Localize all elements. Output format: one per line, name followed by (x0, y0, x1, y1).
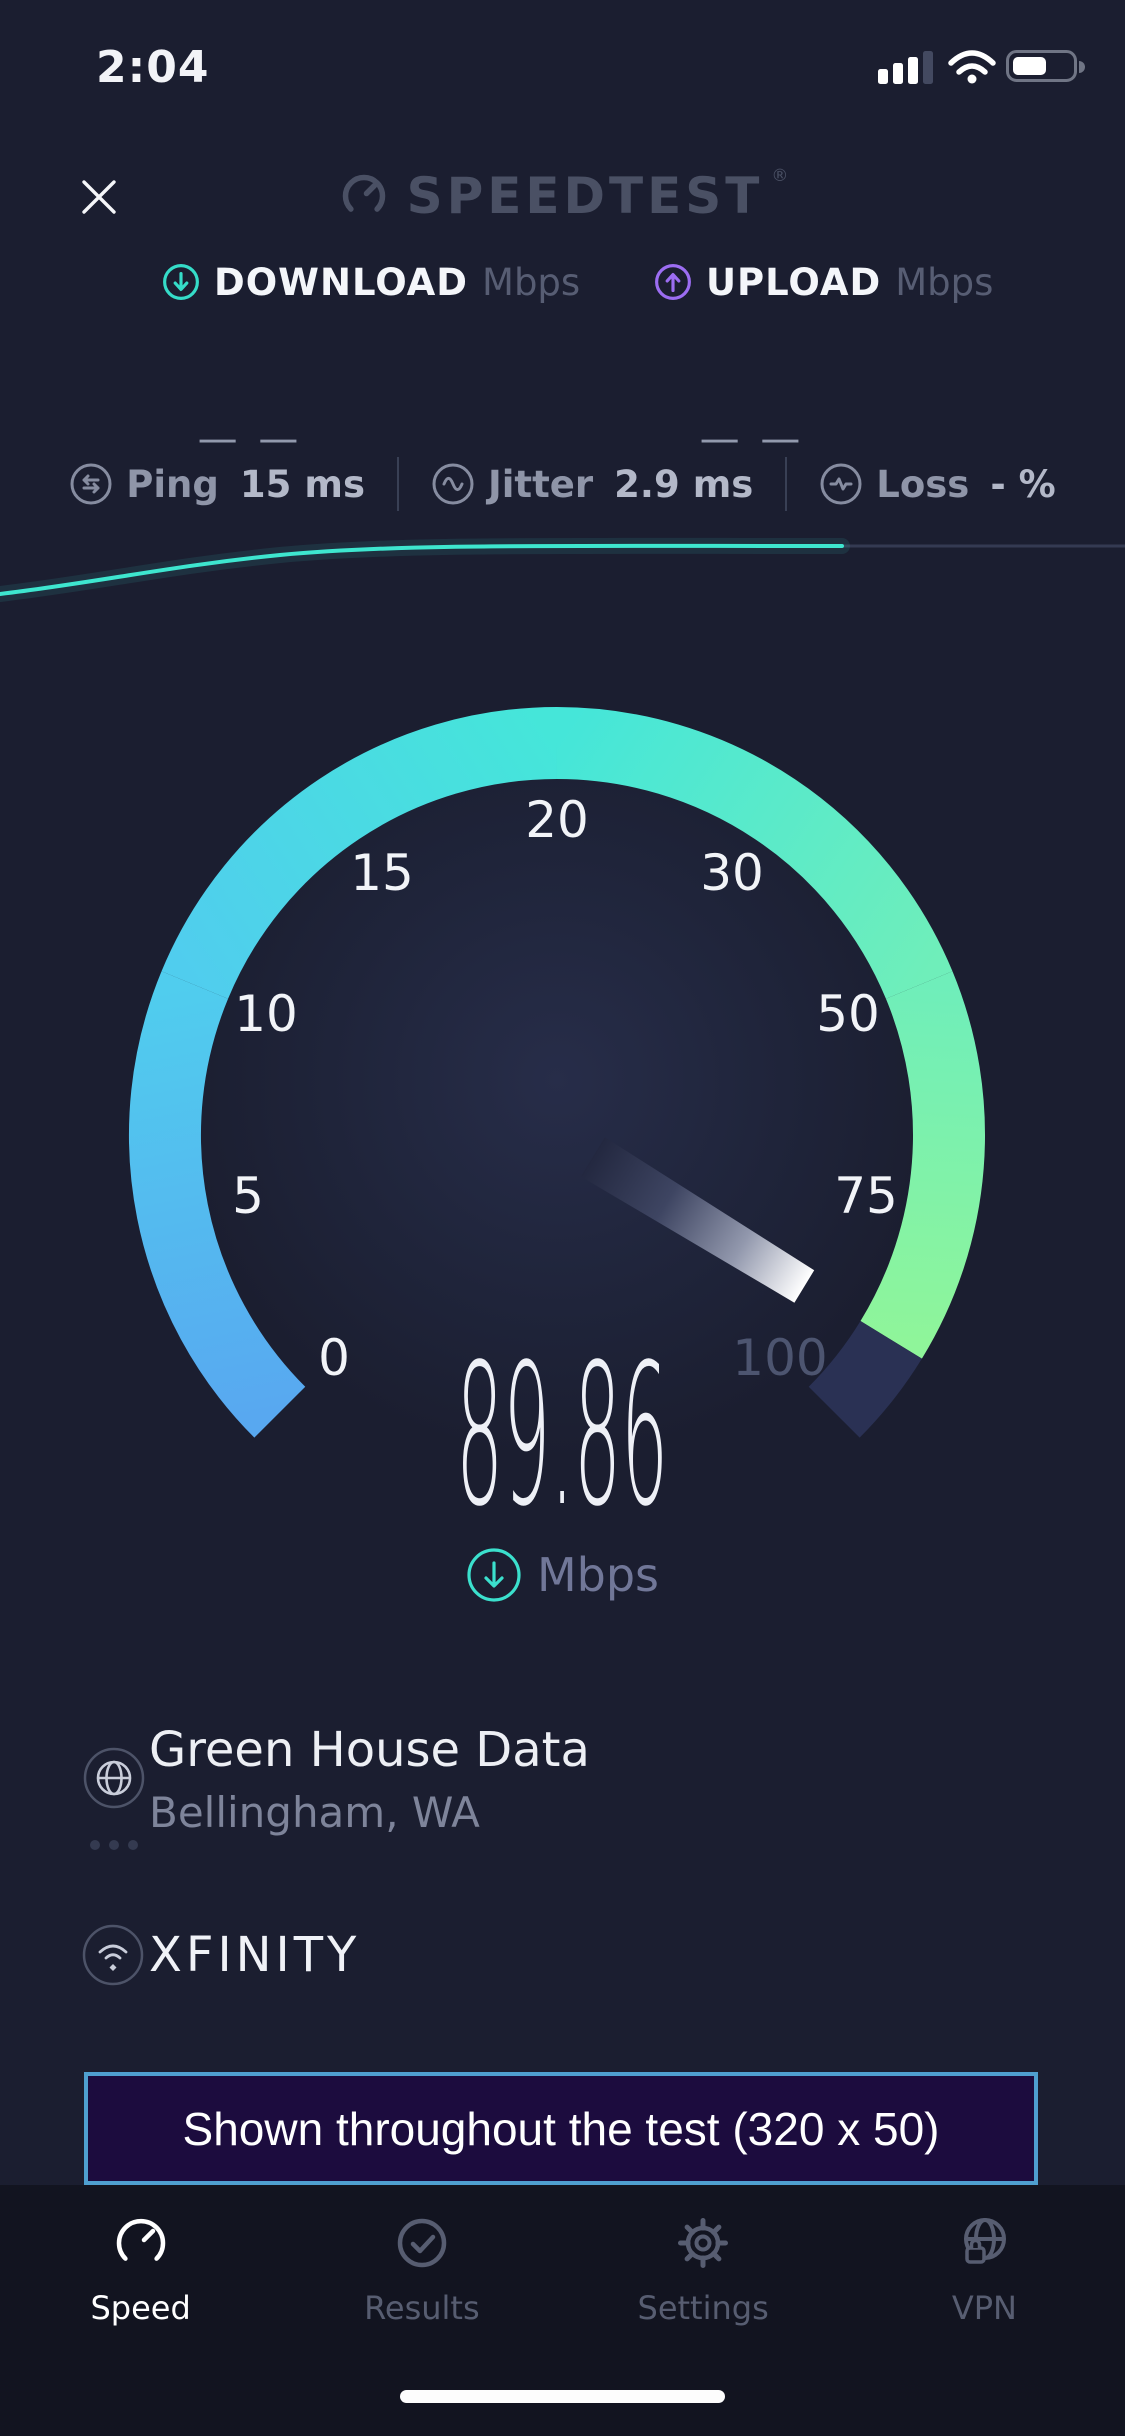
loss-unit: % (1018, 462, 1056, 506)
close-button[interactable] (72, 170, 126, 224)
isp-name: XFINITY (149, 1927, 361, 1983)
speed-gauge-icon (116, 2218, 165, 2261)
latency-stats-row: Ping 15 ms Jitter 2.9 ms Loss - % (0, 448, 1125, 520)
gauge-tick-20: 20 (525, 791, 589, 849)
gauge-tick-10: 10 (234, 985, 298, 1043)
gauge-tick-15: 15 (350, 844, 414, 902)
gauge-face (201, 779, 913, 1491)
download-metric-header: DOWNLOAD Mbps (162, 256, 580, 308)
results-check-icon (397, 2218, 447, 2268)
gauge-tick-100: 100 (732, 1329, 827, 1387)
ad-banner[interactable]: Shown throughout the test (320 x 50) (84, 2072, 1038, 2185)
cellular-signal-icon (878, 51, 933, 84)
server-name[interactable]: Green House Data (149, 1722, 590, 1778)
settings-gear-icon (678, 2218, 729, 2268)
status-time: 2:04 (96, 42, 210, 93)
upload-arrow-icon (655, 264, 691, 300)
gauge-tick-5: 5 (232, 1167, 264, 1225)
ping-unit: ms (304, 462, 365, 506)
ping-stat: Ping 15 ms (69, 462, 365, 506)
divider (396, 457, 399, 511)
jitter-stat: Jitter 2.9 ms (431, 462, 753, 506)
wifi-status-icon (948, 50, 996, 84)
divider (785, 457, 788, 511)
gauge-tick-75: 75 (834, 1167, 898, 1225)
jitter-label: Jitter (487, 462, 594, 506)
upload-metric-header: UPLOAD Mbps (654, 256, 993, 308)
battery-icon (1006, 50, 1085, 82)
gauge-tick-30: 30 (700, 844, 764, 902)
live-reading: 89.86 Mbps (0, 1338, 1125, 1603)
server-location[interactable]: Bellingham, WA (149, 1788, 480, 1837)
registered-mark: ® (771, 166, 789, 186)
gauge-arc-remainder (808, 1320, 922, 1438)
speed-sparkline-chart (0, 537, 1125, 602)
gauge-arc-segment (161, 707, 558, 1000)
gauge-needle (580, 1137, 815, 1303)
packet-loss-icon (820, 463, 862, 505)
tab-settings-label: Settings (637, 2289, 769, 2327)
loss-label: Loss (876, 462, 970, 506)
upload-label: UPLOAD (706, 260, 882, 304)
gauge-tick-50: 50 (816, 985, 880, 1043)
tab-vpn-label: VPN (951, 2289, 1017, 2327)
tab-results[interactable]: Results (281, 2185, 562, 2436)
download-speed-value: 89.86 (456, 1322, 669, 1549)
gauge-arc-segment (556, 707, 953, 1000)
connection-dots (90, 1840, 138, 1850)
tab-speed[interactable]: Speed (0, 2185, 281, 2436)
download-label: DOWNLOAD (214, 260, 469, 304)
loss-stat: Loss - % (819, 462, 1056, 506)
ping-label: Ping (126, 462, 219, 506)
vpn-globe-lock-icon (964, 2218, 1007, 2264)
server-globe-icon (83, 1747, 145, 1809)
jitter-unit: ms (692, 462, 754, 506)
speed-unit-label: Mbps (536, 1548, 660, 1602)
tab-settings[interactable]: Settings (563, 2185, 844, 2436)
gauge-arc-segment (129, 971, 306, 1438)
tab-results-label: Results (364, 2289, 480, 2327)
upload-value-placeholder: — — (699, 416, 805, 462)
gauge-tick-0: 0 (318, 1329, 350, 1387)
upload-unit: Mbps (895, 260, 994, 304)
download-value-placeholder: — — (197, 416, 303, 462)
ping-icon (70, 463, 112, 505)
jitter-icon (432, 463, 474, 505)
speedtest-gauge-icon (342, 174, 385, 212)
speed-gauge: 0 5 10 15 20 30 50 75 100 (129, 707, 985, 1491)
download-arrow-icon (467, 1548, 521, 1602)
download-unit: Mbps (482, 260, 581, 304)
ad-text: Shown throughout the test (320 x 50) (182, 2102, 940, 2155)
jitter-value: 2.9 (614, 462, 680, 506)
close-icon (82, 180, 116, 214)
tab-speed-label: Speed (90, 2289, 191, 2327)
isp-wifi-icon (82, 1924, 144, 1986)
download-arrow-icon (163, 264, 199, 300)
loss-value: - (990, 462, 1006, 506)
tab-vpn[interactable]: VPN (844, 2185, 1125, 2436)
logo-text: SPEEDTEST (406, 167, 764, 225)
speedtest-logo: SPEEDTEST ® (0, 164, 1125, 228)
ping-value: 15 (239, 462, 292, 506)
home-indicator[interactable] (400, 2390, 725, 2403)
gauge-arc-segment (860, 971, 985, 1359)
